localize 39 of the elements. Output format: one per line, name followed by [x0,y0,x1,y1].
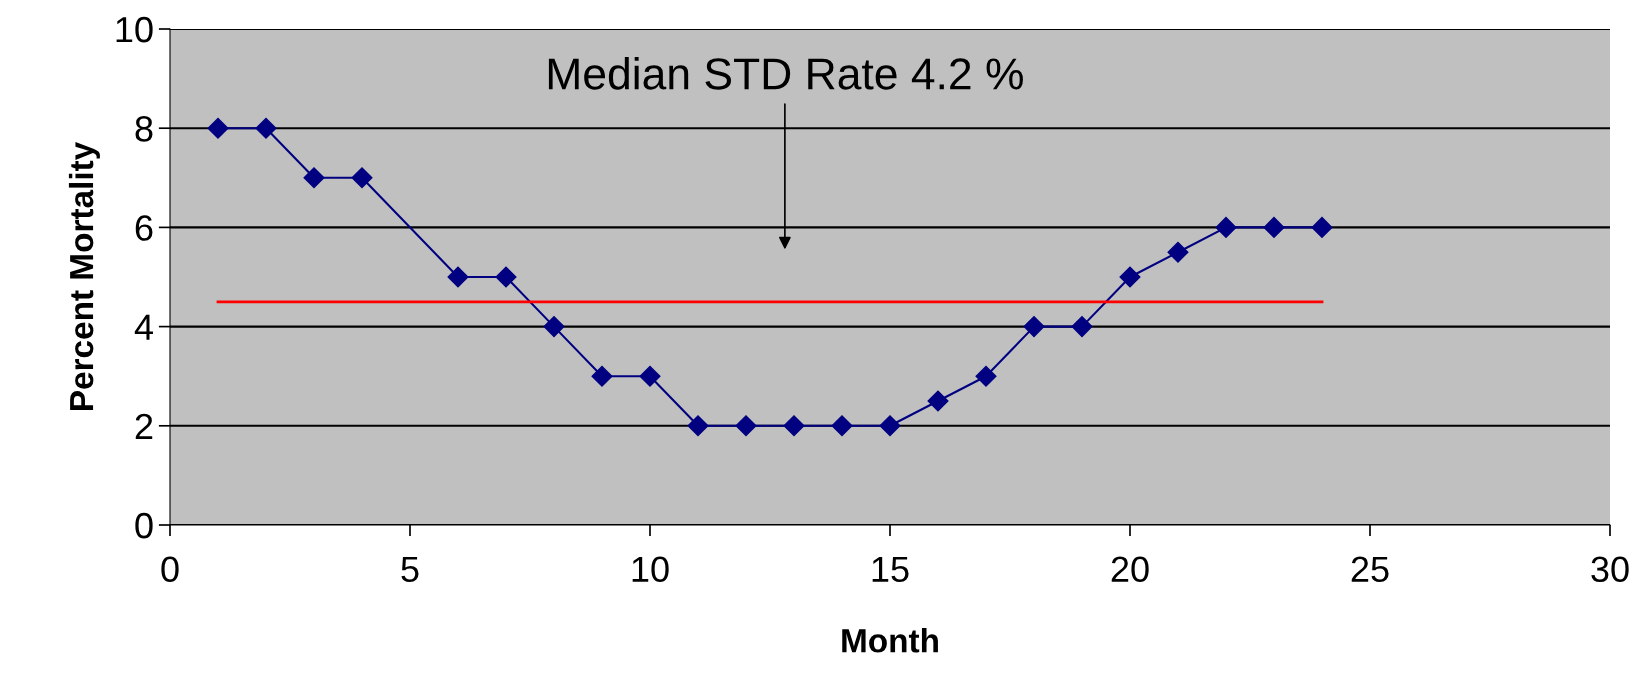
y-tick-label: 4 [134,314,153,340]
x-tick-label: 10 [632,556,669,583]
point [543,316,565,338]
annotation: Median STD Rate 4.2 % [548,57,1023,90]
x-tick-label: 30 [1591,556,1629,583]
point [495,266,517,288]
point [1023,316,1045,338]
point [831,415,853,437]
point [975,365,997,387]
point [639,365,661,387]
point [879,415,901,437]
point [1215,216,1237,238]
y-tick-label: 2 [135,413,153,439]
y-tick-label: 0 [135,512,153,539]
point [591,365,613,387]
point [1167,241,1189,263]
x-axis-title: Month [842,628,938,653]
point [1311,216,1333,238]
point [1071,316,1093,338]
y-tick-label: 8 [135,116,153,142]
y-tick-label: 6 [135,215,153,241]
point [1263,216,1285,238]
x-tick-label: 15 [872,556,909,583]
point [351,167,373,189]
y-tick-label: 10 [116,16,153,43]
point [687,415,709,437]
point [927,390,949,412]
point [255,117,277,139]
point [735,415,757,437]
point [783,415,805,437]
x-tick-label: 5 [401,556,419,583]
point [303,167,325,189]
point [207,117,229,139]
x-tick-label: 20 [1111,556,1149,583]
x-tick-label: 25 [1351,556,1389,583]
x-tick-label: 0 [161,556,179,583]
point [1119,266,1141,288]
y-axis-title: Percent Mortality [68,141,100,410]
point [447,266,469,288]
